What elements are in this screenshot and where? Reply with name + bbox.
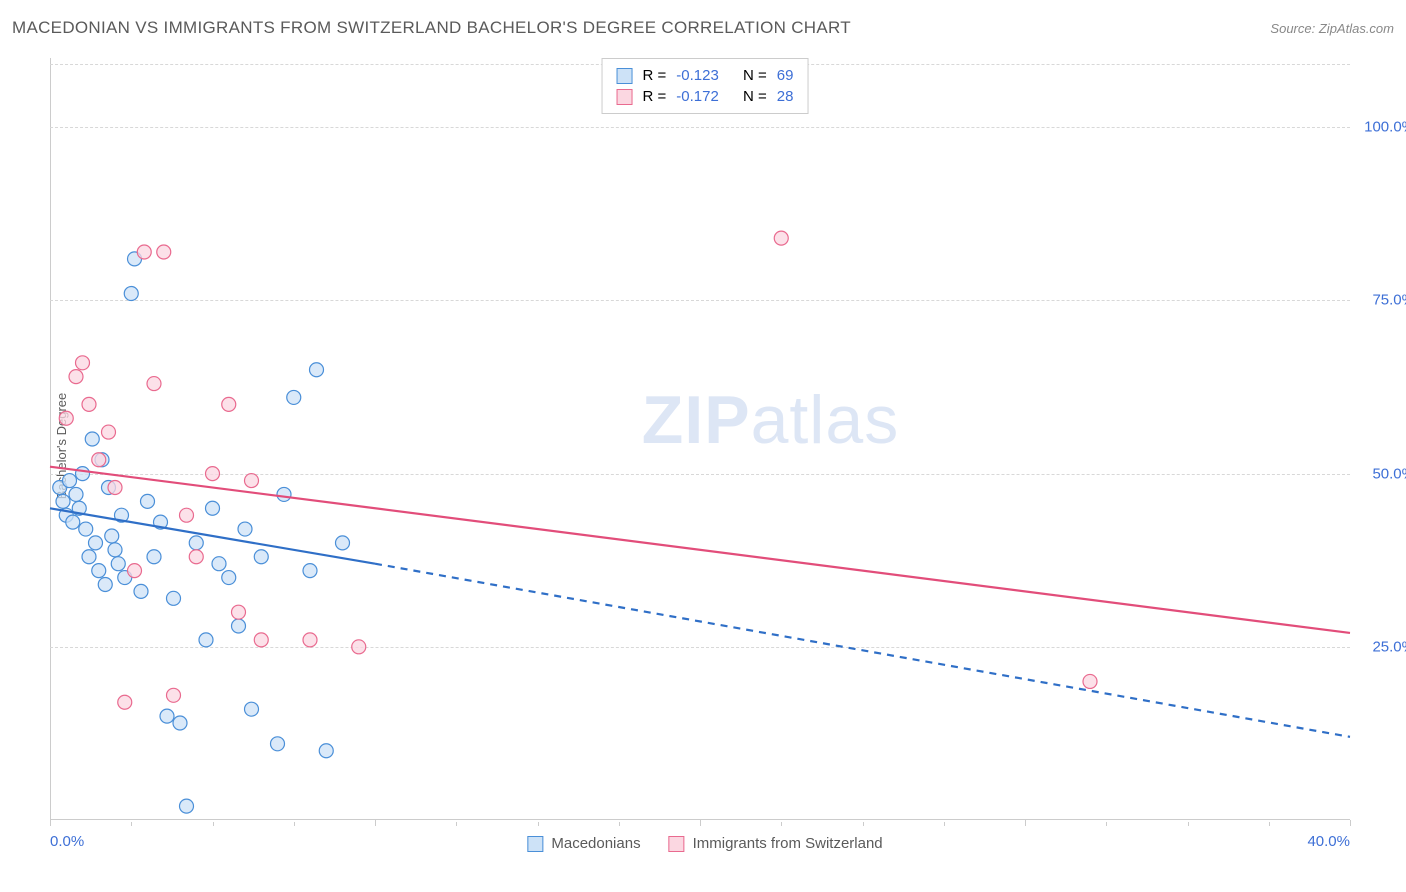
source-attribution: Source: ZipAtlas.com — [1270, 21, 1394, 36]
gridline-h — [50, 127, 1350, 128]
series-b-label: Immigrants from Switzerland — [693, 835, 883, 852]
y-tick-label: 25.0% — [1372, 638, 1406, 655]
x-minor-tick — [294, 822, 295, 826]
legend-swatch-b — [617, 89, 633, 105]
chart-header: MACEDONIAN VS IMMIGRANTS FROM SWITZERLAN… — [12, 18, 1394, 38]
r-label: R = — [643, 67, 667, 84]
x-minor-tick — [1188, 822, 1189, 826]
legend-item-series-a[interactable]: Macedonians — [527, 835, 640, 852]
x-minor-tick — [213, 822, 214, 826]
series-legend: Macedonians Immigrants from Switzerland — [527, 835, 882, 852]
y-axis-line — [50, 58, 51, 820]
x-tick — [1350, 820, 1351, 826]
series-a-label: Macedonians — [551, 835, 640, 852]
n-label: N = — [743, 67, 767, 84]
x-tick — [1025, 820, 1026, 826]
y-tick-label: 50.0% — [1372, 465, 1406, 482]
chart-plot-area: ZIPatlas 25.0%50.0%75.0%100.0% 0.0%40.0%… — [50, 58, 1360, 828]
x-minor-tick — [781, 822, 782, 826]
x-minor-tick — [131, 822, 132, 826]
chart-title: MACEDONIAN VS IMMIGRANTS FROM SWITZERLAN… — [12, 18, 851, 38]
watermark-text: ZIPatlas — [642, 381, 899, 459]
legend-row-series-a: R = -0.123 N = 69 — [617, 65, 794, 86]
x-minor-tick — [863, 822, 864, 826]
series-b-n-value: 28 — [777, 88, 794, 105]
plot-surface: ZIPatlas 25.0%50.0%75.0%100.0% 0.0%40.0%… — [50, 58, 1360, 828]
scatter-svg — [50, 58, 1360, 828]
source-value: ZipAtlas.com — [1319, 21, 1394, 36]
n-label: N = — [743, 88, 767, 105]
series-b-r-value: -0.172 — [676, 88, 719, 105]
source-label: Source: — [1270, 21, 1315, 36]
x-tick — [375, 820, 376, 826]
x-tick — [50, 820, 51, 826]
x-tick-label: 0.0% — [50, 833, 84, 850]
watermark-part1: ZIP — [642, 382, 751, 458]
r-label: R = — [643, 88, 667, 105]
gridline-h — [50, 647, 1350, 648]
series-a-n-value: 69 — [777, 67, 794, 84]
x-minor-tick — [1106, 822, 1107, 826]
x-minor-tick — [619, 822, 620, 826]
x-tick — [700, 820, 701, 826]
y-tick-label: 100.0% — [1364, 119, 1406, 136]
legend-swatch-a — [617, 68, 633, 84]
x-minor-tick — [944, 822, 945, 826]
correlation-legend: R = -0.123 N = 69 R = -0.172 N = 28 — [602, 58, 809, 114]
gridline-h — [50, 300, 1350, 301]
legend-swatch-a-bottom — [527, 836, 543, 852]
x-minor-tick — [1269, 822, 1270, 826]
legend-item-series-b[interactable]: Immigrants from Switzerland — [669, 835, 883, 852]
watermark-part2: atlas — [751, 382, 900, 458]
gridline-h — [50, 474, 1350, 475]
series-a-r-value: -0.123 — [676, 67, 719, 84]
x-minor-tick — [538, 822, 539, 826]
x-minor-tick — [456, 822, 457, 826]
legend-swatch-b-bottom — [669, 836, 685, 852]
x-tick-label: 40.0% — [1307, 833, 1350, 850]
legend-row-series-b: R = -0.172 N = 28 — [617, 86, 794, 107]
y-tick-label: 75.0% — [1372, 292, 1406, 309]
